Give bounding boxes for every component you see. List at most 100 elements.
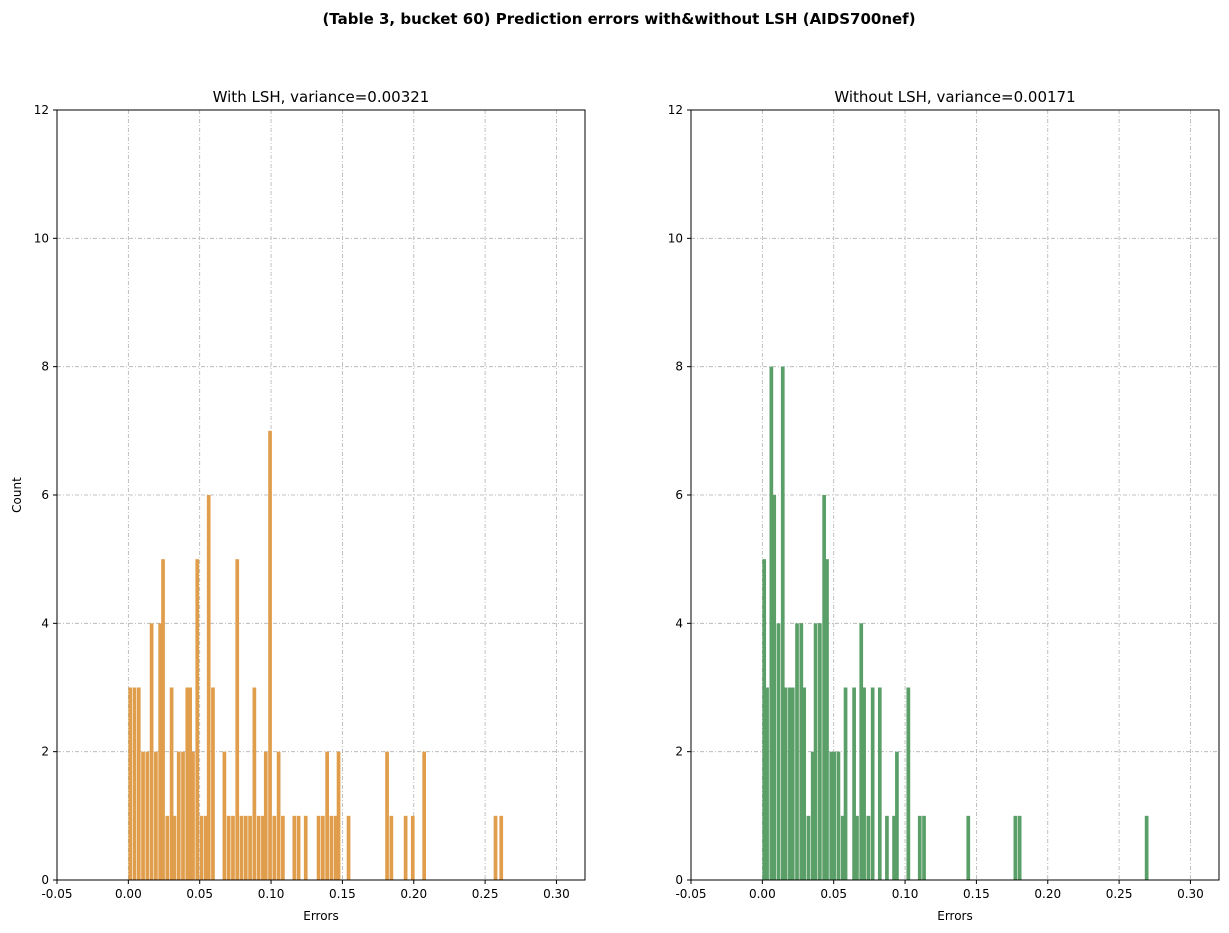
left-chart-bar bbox=[191, 751, 195, 880]
right-chart-bar bbox=[906, 687, 911, 880]
right-chart-xtick-label: 0.15 bbox=[963, 887, 990, 901]
left-chart-bar bbox=[231, 815, 235, 880]
left-chart-bar bbox=[303, 815, 308, 880]
left-chart-ytick-label: 10 bbox=[34, 231, 49, 245]
left-chart-axes: -0.05 0.00 0.05 0.10 0.15 0.20 0.25 0.30 0 2 4 6 8 10… bbox=[34, 103, 586, 901]
left-chart-bar bbox=[222, 751, 227, 880]
right-chart-ytick-label: 4 bbox=[675, 616, 683, 630]
left-chart-title: With LSH, variance=0.00321 bbox=[213, 88, 430, 106]
left-chart-bar bbox=[165, 815, 170, 880]
left-chart-ytick-label: 4 bbox=[41, 616, 49, 630]
right-chart-bar bbox=[818, 623, 822, 880]
left-chart-xtick-label: 0.25 bbox=[472, 887, 499, 901]
right-chart-bar bbox=[1013, 815, 1018, 880]
left-chart-bar bbox=[145, 751, 150, 880]
left-chart-ylabel: Count bbox=[10, 477, 24, 513]
left-chart-bar bbox=[499, 815, 504, 880]
right-chart-bar bbox=[769, 366, 774, 881]
right-chart-bar bbox=[855, 815, 859, 880]
left-chart-bar bbox=[243, 815, 248, 880]
right-chart-bar bbox=[762, 559, 767, 880]
right-chart-bars bbox=[762, 366, 1149, 881]
right-chart-bar bbox=[895, 751, 899, 880]
right-chart-ytick-label: 12 bbox=[668, 103, 683, 117]
right-chart-xtick-label: 0.10 bbox=[892, 887, 919, 901]
left-chart-xtick-label: 0.10 bbox=[258, 887, 285, 901]
right-chart-bar bbox=[813, 623, 818, 880]
left-chart-bar bbox=[385, 751, 389, 880]
left-chart-bar bbox=[195, 559, 200, 880]
right-chart-bar bbox=[810, 751, 815, 880]
right-chart-xtick-label: 0.30 bbox=[1177, 887, 1204, 901]
left-chart-xtick-label: 0.30 bbox=[543, 887, 570, 901]
right-chart-ytick-label: 8 bbox=[675, 360, 683, 374]
left-chart-xtick-label: 0.15 bbox=[329, 887, 356, 901]
left-chart-bar bbox=[132, 687, 137, 880]
left-chart-xtick-label: 0.20 bbox=[400, 887, 427, 901]
left-chart-bar bbox=[176, 751, 181, 880]
left-chart-bar bbox=[422, 751, 427, 880]
right-chart-bar bbox=[885, 815, 889, 880]
left-chart-bar bbox=[128, 687, 133, 880]
left-chart-bar bbox=[136, 687, 141, 880]
left-chart-xlabel: Errors bbox=[303, 909, 339, 923]
left-chart-bar bbox=[256, 815, 261, 880]
right-chart-bar bbox=[917, 815, 922, 880]
left-chart-bar bbox=[211, 687, 215, 880]
left-chart-bar bbox=[316, 815, 321, 880]
right-chart-bar bbox=[783, 687, 788, 880]
left-chart-bar bbox=[325, 751, 329, 880]
right-chart-bar bbox=[836, 751, 841, 880]
right-chart-bar bbox=[843, 687, 848, 880]
left-chart-bar bbox=[263, 751, 268, 880]
left-chart-bar bbox=[154, 751, 158, 880]
left-chart-bar bbox=[185, 687, 190, 880]
right-chart-bar bbox=[788, 687, 792, 880]
figure-suptitle: (Table 3, bucket 60) Prediction errors w… bbox=[322, 10, 915, 28]
left-chart-bar bbox=[292, 815, 297, 880]
left-chart-bar bbox=[252, 687, 257, 880]
left-chart-bar bbox=[149, 623, 154, 880]
right-chart-bar bbox=[1144, 815, 1149, 880]
left-chart-bar bbox=[261, 815, 265, 880]
right-chart-bar bbox=[1017, 815, 1022, 880]
right-chart-frame bbox=[690, 109, 1220, 881]
right-chart-xtick-label: 0.20 bbox=[1034, 887, 1061, 901]
left-chart-bar bbox=[321, 815, 325, 880]
left-chart-bar bbox=[158, 623, 163, 880]
right-chart-bar bbox=[772, 495, 777, 880]
right-chart-bar bbox=[859, 623, 864, 880]
right-chart-bar bbox=[862, 687, 866, 880]
right-chart-bar bbox=[780, 366, 785, 881]
left-chart-bar bbox=[493, 815, 498, 880]
left-chart-bar bbox=[206, 495, 211, 880]
right-chart-bar bbox=[870, 687, 875, 880]
right-chart-bar bbox=[806, 815, 811, 880]
right-chart-xtick-label: -0.05 bbox=[675, 887, 706, 901]
right-chart-title: Without LSH, variance=0.00171 bbox=[834, 88, 1075, 106]
left-chart-ytick-label: 8 bbox=[41, 360, 49, 374]
right-chart-bar bbox=[795, 623, 799, 880]
left-chart-bar bbox=[188, 687, 192, 880]
left-chart-with-lsh: -0.05 0.00 0.05 0.10 0.15 0.20 0.25 0.30 0 2 4 6 8 10… bbox=[10, 88, 586, 923]
right-chart-xlabel: Errors bbox=[937, 909, 973, 923]
left-chart-bar bbox=[272, 815, 277, 880]
right-chart-xtick-label: 0.25 bbox=[1106, 887, 1133, 901]
left-chart-bar bbox=[268, 430, 272, 880]
right-chart-bar bbox=[832, 751, 836, 880]
right-chart-xtick-label: 0.00 bbox=[749, 887, 776, 901]
right-chart-without-lsh: -0.05 0.00 0.05 0.10 0.15 0.20 0.25 0.30 0 2 4 6 8 10… bbox=[668, 88, 1220, 923]
right-chart-ytick-label: 2 bbox=[675, 745, 683, 759]
left-chart-bar bbox=[235, 559, 240, 880]
right-chart-bar bbox=[776, 623, 781, 880]
right-chart-axes: -0.05 0.00 0.05 0.10 0.15 0.20 0.25 0.30 0 2 4 6 8 10… bbox=[668, 103, 1220, 901]
left-chart-ytick-label: 0 bbox=[41, 873, 49, 887]
right-chart-bar bbox=[825, 559, 829, 880]
left-chart-bar bbox=[296, 815, 301, 880]
right-chart-xtick-label: 0.05 bbox=[820, 887, 847, 901]
right-chart-ytick-label: 6 bbox=[675, 488, 683, 502]
left-chart-bar bbox=[169, 687, 174, 880]
right-chart-bar bbox=[840, 815, 845, 880]
left-chart-bar bbox=[389, 815, 394, 880]
